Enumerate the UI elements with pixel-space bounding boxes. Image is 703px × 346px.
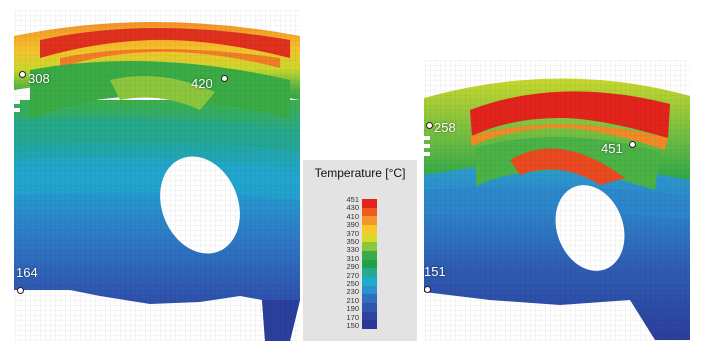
legend-tick-label: 210 [346, 295, 359, 305]
legend-swatch [362, 294, 377, 304]
probe-label: 164 [16, 265, 38, 280]
probe-label: 151 [424, 264, 446, 279]
legend-swatch [362, 233, 377, 243]
probe-marker [17, 287, 24, 294]
legend-tick-label: 390 [346, 220, 359, 230]
left-piston-model [14, 10, 300, 341]
legend-swatch [362, 251, 377, 261]
temperature-legend: Temperature [°C] 451 430 410 390 370 350 330 31… [303, 160, 417, 341]
legend-title: Temperature [°C] [314, 166, 406, 180]
legend-tick-label: 150 [346, 321, 359, 330]
right-piston-model [424, 60, 690, 341]
probe-label: 308 [28, 71, 50, 86]
legend-tick-label: 430 [346, 203, 359, 213]
legend-swatch [362, 216, 377, 226]
legend-swatch [362, 311, 377, 321]
legend-tick-label: 190 [346, 304, 359, 314]
legend-tick-label: 350 [346, 237, 359, 246]
probe-marker [221, 75, 228, 82]
legend-tick-label: 310 [346, 253, 359, 263]
legend-tick-label: 330 [346, 245, 359, 255]
legend-tick-label: 170 [346, 312, 359, 322]
legend-color-bar [362, 199, 377, 330]
legend-swatch [362, 268, 377, 278]
legend-swatch [362, 285, 377, 295]
probe-label: 451 [601, 141, 623, 156]
legend-tick-label: 270 [346, 270, 359, 280]
legend-swatch [362, 277, 377, 287]
legend-swatch [362, 199, 377, 209]
legend-tick-label: 290 [346, 262, 359, 272]
legend-tick-label: 370 [346, 228, 359, 238]
probe-marker [19, 71, 26, 78]
legend-swatch [362, 320, 377, 330]
probe-label: 258 [434, 120, 456, 135]
probe-marker [426, 122, 433, 129]
legend-swatch [362, 242, 377, 252]
legend-tick-label: 250 [346, 279, 359, 288]
legend-swatch [362, 259, 377, 269]
legend-tick-label: 230 [346, 287, 359, 297]
legend-swatch [362, 207, 377, 217]
probe-marker [424, 286, 431, 293]
legend-tick-label: 410 [346, 211, 359, 221]
legend-swatch [362, 225, 377, 235]
probe-label: 420 [191, 76, 213, 91]
legend-swatch [362, 303, 377, 313]
legend-tick-label: 451 [346, 195, 359, 204]
probe-marker [629, 141, 636, 148]
